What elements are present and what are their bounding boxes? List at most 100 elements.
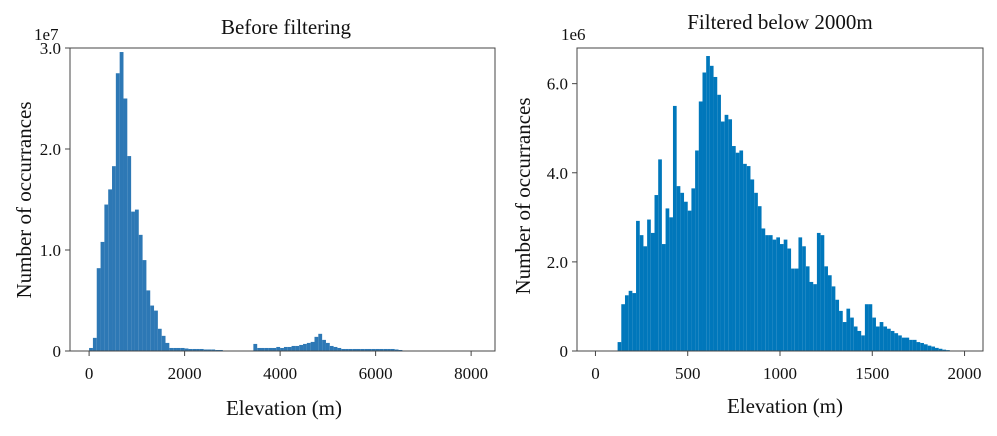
histogram-bar [127, 156, 132, 351]
histogram-bar [787, 248, 792, 351]
bars-before-filtering [89, 52, 403, 351]
histogram-bar [935, 347, 939, 351]
histogram-bar [207, 349, 212, 351]
histogram-bar [394, 349, 399, 351]
histogram-bar [325, 342, 330, 351]
histogram-bar [875, 326, 880, 351]
histogram-bar [639, 235, 644, 351]
chart-before-filtering: 0 2000 4000 6000 8000 0 1.0 2.0 3.0 Before filt… [12, 15, 496, 420]
histogram-bar [658, 159, 662, 351]
histogram-bar [318, 333, 323, 351]
y-tick-label: 0 [53, 342, 62, 361]
histogram-bar [791, 268, 795, 351]
histogram-bar [322, 339, 326, 351]
histogram-bar [211, 349, 216, 351]
x-tick-label: 6000 [359, 364, 393, 383]
chart-title-left: Before filtering [221, 15, 352, 39]
histogram-bar [387, 348, 391, 351]
x-tick-label: 4000 [263, 364, 297, 383]
histogram-bar [898, 335, 902, 351]
histogram-bar [173, 347, 177, 351]
chart-filtered-below-2000m: 0 500 1000 1500 2000 0 2.0 4.0 6.0 Filtered bel… [511, 10, 984, 418]
histogram-bar [691, 188, 696, 351]
histogram-bar [761, 228, 766, 351]
histogram-bar [794, 268, 799, 351]
histogram-bar [180, 347, 185, 351]
y-tick-label: 2.0 [40, 140, 61, 159]
histogram-bar [115, 73, 120, 351]
histogram-bar [628, 290, 633, 351]
histogram-bar [291, 345, 296, 351]
x-tick-label: 8000 [454, 364, 488, 383]
histogram-bar [348, 348, 353, 351]
y-tick-label: 0 [560, 342, 569, 361]
histogram-bar [783, 239, 788, 351]
histogram-bar [303, 343, 307, 351]
y-offset-label-left: 1e7 [34, 25, 59, 44]
y-tick-label: 3.0 [40, 39, 61, 58]
histogram-bar [364, 348, 368, 351]
histogram-bar [371, 348, 376, 351]
histogram-bar [218, 349, 223, 351]
histogram-bar [150, 305, 155, 351]
histogram-bar [931, 346, 936, 351]
bars-filtered [617, 56, 950, 352]
histogram-bar [299, 344, 304, 351]
histogram-bar [146, 290, 151, 351]
histogram-bar [831, 286, 836, 351]
histogram-bar [669, 217, 673, 351]
histogram-bar [272, 347, 277, 351]
histogram-bar [802, 246, 806, 351]
histogram-bar [672, 105, 677, 351]
histogram-bar [680, 192, 685, 351]
histogram-bar [665, 208, 670, 351]
histogram-bar [750, 179, 755, 351]
y-ticks-right: 0 2.0 4.0 6.0 [547, 75, 577, 361]
histogram-bar [154, 310, 158, 351]
histogram-bar [215, 349, 219, 351]
histogram-bar [375, 348, 380, 351]
histogram-bar [295, 345, 300, 351]
histogram-bar [176, 347, 181, 351]
x-tick-label: 2000 [948, 364, 982, 383]
y-tick-label: 4.0 [547, 164, 568, 183]
y-offset-label-right: 1e6 [561, 25, 586, 44]
histogram-bar [104, 204, 109, 351]
histogram-bar [283, 346, 288, 351]
histogram-bar [108, 189, 113, 351]
histogram-bar [809, 281, 814, 351]
histogram-bar [735, 152, 740, 351]
histogram-bar [643, 246, 648, 351]
histogram-bar [768, 235, 773, 351]
y-tick-label: 1.0 [40, 241, 61, 260]
chart-title-right: Filtered below 2000m [687, 10, 872, 34]
histogram-bar [192, 348, 197, 351]
histogram-bar [264, 347, 269, 351]
y-tick-label: 2.0 [547, 253, 568, 272]
histogram-bar [268, 347, 273, 351]
histogram-bar [757, 206, 762, 351]
histogram-bar [728, 119, 733, 351]
histogram-bar [654, 195, 659, 351]
histogram-bar [942, 349, 947, 351]
histogram-bar [698, 101, 703, 352]
y-tick-label: 6.0 [547, 75, 568, 94]
histogram-bar [647, 219, 651, 351]
histogram-bar [621, 304, 625, 351]
histogram-bar [199, 348, 204, 351]
histogram-bar [816, 232, 821, 351]
histogram-bar [92, 337, 97, 351]
histogram-bar [383, 348, 388, 351]
histogram-bar [920, 342, 924, 351]
histogram-bar [100, 241, 105, 351]
histogram-bar [345, 348, 349, 351]
histogram-bar [927, 345, 932, 351]
histogram-bar [864, 304, 869, 351]
histogram-bar [883, 326, 888, 351]
histogram-bar [131, 211, 135, 351]
histogram-bar [912, 339, 917, 351]
histogram-bar [314, 336, 319, 351]
histogram-bar [367, 348, 372, 351]
histogram-bar [743, 163, 747, 351]
histogram-bar [724, 114, 729, 352]
